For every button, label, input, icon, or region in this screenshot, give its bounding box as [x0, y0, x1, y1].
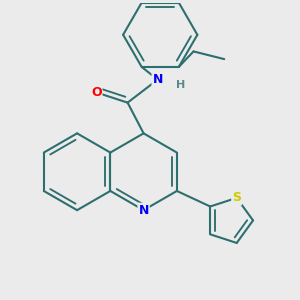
Text: N: N: [138, 204, 149, 217]
Text: S: S: [232, 191, 241, 204]
Text: H: H: [176, 80, 185, 90]
Text: O: O: [91, 86, 101, 99]
Text: N: N: [152, 73, 163, 86]
